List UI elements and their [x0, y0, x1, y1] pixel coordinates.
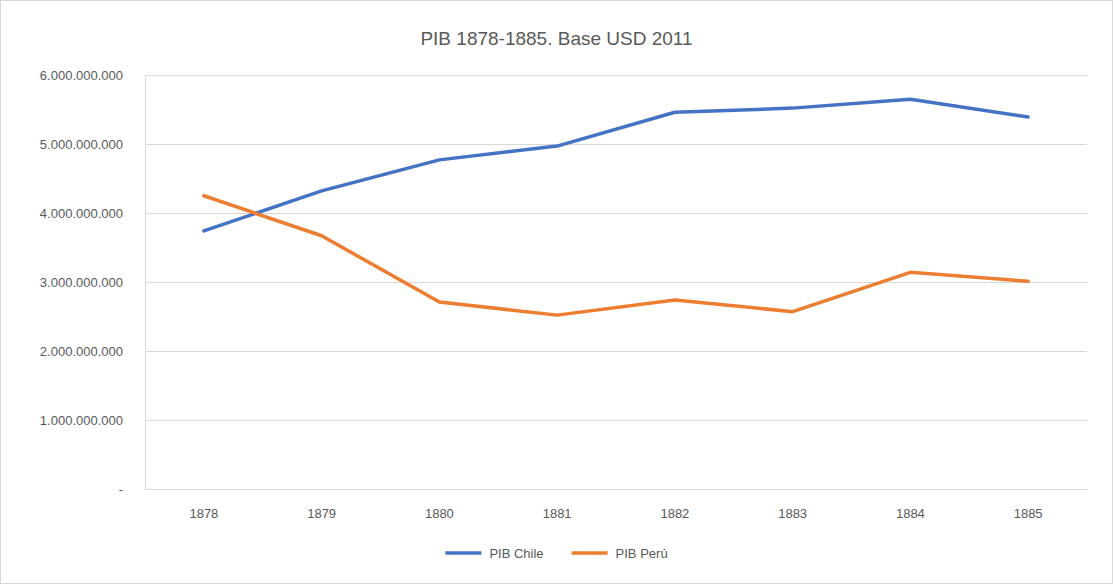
grid-line: [145, 420, 1087, 421]
title: PIB 1878-1885. Base USD 2011: [420, 28, 692, 49]
x-tick: 1880: [425, 489, 454, 521]
x-tick: 1878: [189, 489, 218, 521]
y-tick-label: 1.000.000.000: [40, 413, 123, 428]
x-tick: 1885: [1014, 489, 1043, 521]
chart-border: [1, 1, 1113, 584]
grid-line: [145, 282, 1087, 283]
y-tick-label: -: [119, 482, 123, 497]
x-axis: 1878 1879 1880 1881 1882 1883 1884 1885: [146, 489, 1088, 521]
y-tick-label: 4.000.000.000: [40, 206, 123, 221]
grid-line: [145, 489, 1087, 490]
x-axis-line: [146, 489, 1088, 490]
grid-line: [145, 144, 1087, 145]
y-tick: 1.000.000.000: [40, 413, 145, 428]
y-tick: 2.000.000.000: [40, 344, 145, 359]
x-tick-label: 1883: [778, 506, 807, 521]
grid: [145, 76, 1087, 490]
x-tick-label: 1880: [425, 506, 454, 521]
legend: PIB Chile PIB Perú: [445, 546, 667, 561]
x-tick-label: 1878: [189, 506, 218, 521]
y-tick: 6.000.000.000: [40, 68, 145, 83]
x-tick: 1882: [660, 489, 689, 521]
chart: PIB 1878-1885. Base USD 2011 - 1.000.000.0…: [0, 0, 1113, 584]
y-axis-line: [145, 76, 146, 490]
y-tick: 4.000.000.000: [40, 206, 145, 221]
x-tick-label: 1879: [307, 506, 336, 521]
x-tick: 1881: [543, 489, 572, 521]
y-tick: -: [119, 482, 145, 497]
x-tick-label: 1885: [1014, 506, 1043, 521]
y-axis: - 1.000.000.000 2.000.000.000 3.000.000.000…: [40, 68, 146, 497]
y-tick: 5.000.000.000: [40, 137, 145, 152]
y-tick-label: 2.000.000.000: [40, 344, 123, 359]
y-tick: 3.000.000.000: [40, 275, 145, 290]
legend-swatch: [572, 551, 608, 555]
y-tick-label: 5.000.000.000: [40, 137, 123, 152]
x-tick: 1884: [896, 489, 925, 521]
grid-line: [145, 213, 1087, 214]
grid-line: [145, 351, 1087, 352]
x-tick: 1879: [307, 489, 336, 521]
series-line: [204, 99, 1028, 231]
legend-label: PIB Chile: [489, 546, 543, 561]
series-line: [204, 196, 1028, 315]
y-tick-label: 6.000.000.000: [40, 68, 123, 83]
legend-item: PIB Perú: [572, 546, 668, 561]
legend-label: PIB Perú: [616, 546, 668, 561]
x-tick-label: 1881: [543, 506, 572, 521]
plot: - 1.000.000.000 2.000.000.000 3.000.000.000…: [40, 68, 1088, 522]
x-tick-label: 1884: [896, 506, 925, 521]
series-group: [204, 99, 1028, 315]
grid-line: [145, 75, 1087, 76]
legend-swatch: [445, 551, 481, 555]
x-tick-label: 1882: [660, 506, 689, 521]
legend-item: PIB Chile: [445, 546, 543, 561]
x-tick: 1883: [778, 489, 807, 521]
y-tick-label: 3.000.000.000: [40, 275, 123, 290]
